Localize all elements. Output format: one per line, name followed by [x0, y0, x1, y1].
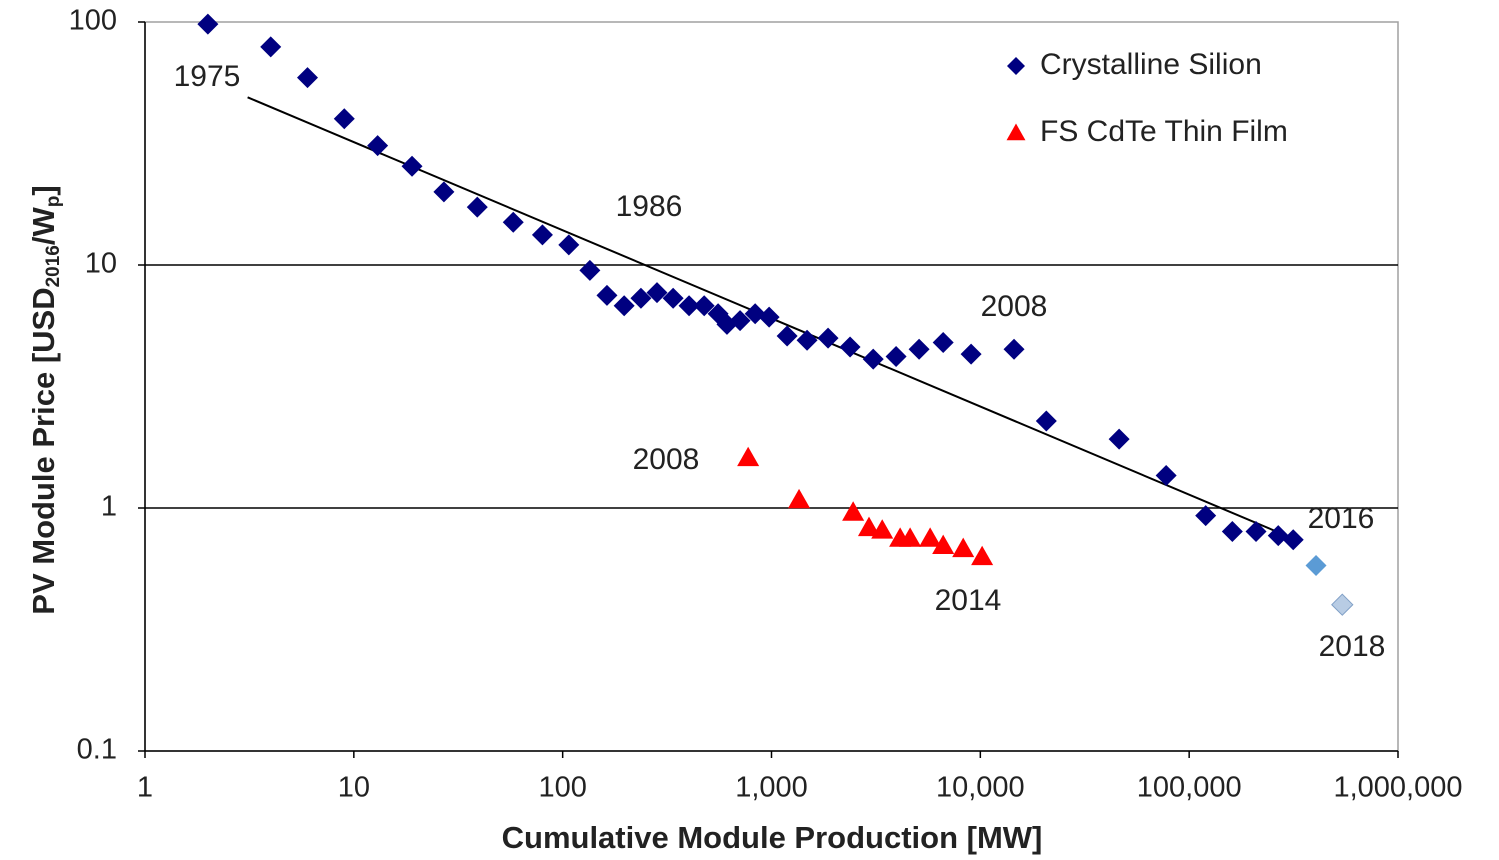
diamond-marker: [333, 108, 355, 130]
diamond-marker: [1108, 428, 1130, 450]
y-axis-title-sub: 2016: [43, 245, 64, 287]
diamond-marker: [1195, 505, 1217, 527]
annotation: 2018: [1319, 630, 1386, 663]
x-tick-label: 100: [538, 772, 586, 804]
annotation: 1975: [174, 60, 241, 93]
diamond-marker: [596, 284, 618, 306]
legend-label: Crystalline Silion: [1040, 48, 1262, 81]
legend-label: FS CdTe Thin Film: [1040, 115, 1288, 148]
diamond-marker: [197, 13, 219, 35]
x-tick-label: 10: [338, 772, 370, 804]
triangle-marker: [871, 519, 894, 539]
diamond-marker: [744, 303, 766, 325]
triangle-marker: [857, 516, 881, 537]
diamond-marker: [502, 211, 524, 233]
diamond-marker: [433, 181, 455, 203]
diamond-marker: [260, 36, 282, 58]
diamond-marker: [1245, 521, 1267, 543]
diamond-marker: [796, 329, 818, 351]
y-tick-label: 10: [85, 248, 117, 280]
diamond-marker: [630, 287, 652, 309]
diamond-marker: [1305, 554, 1327, 576]
annotation: 1986: [616, 190, 683, 223]
diamond-marker: [1007, 57, 1025, 75]
diamond-marker: [531, 224, 553, 246]
triangle-marker: [919, 527, 942, 547]
diamond-marker: [693, 295, 715, 317]
y-axis-title-part: PV Module Price [USD: [26, 287, 61, 614]
diamond-marker: [960, 343, 982, 365]
diamond-marker: [1331, 593, 1354, 616]
diamond-marker: [932, 331, 954, 353]
diamond-marker: [839, 336, 861, 358]
diamond-marker: [1155, 465, 1177, 487]
diamond-marker: [678, 295, 700, 317]
triangle-marker: [1006, 123, 1026, 141]
triangle-marker: [842, 501, 865, 521]
diamond-marker: [1035, 410, 1057, 432]
x-tick-label: 100,000: [1137, 772, 1242, 804]
diamond-marker: [862, 348, 884, 370]
diamond-marker: [758, 306, 780, 328]
y-tick-label: 1: [101, 491, 117, 523]
diamond-marker: [1282, 529, 1304, 551]
triangle-marker: [971, 545, 994, 566]
triangle-marker: [788, 488, 811, 509]
y-axis-title-part: /W: [26, 207, 61, 246]
x-tick-label: 1,000: [735, 772, 808, 804]
diamond-marker: [729, 310, 751, 332]
diamond-marker: [662, 287, 684, 309]
y-axis-title-sub: p: [43, 196, 64, 208]
x-tick-label: 10,000: [936, 772, 1025, 804]
diamond-marker: [817, 327, 839, 349]
y-tick-label: 0.1: [77, 734, 117, 766]
diamond-marker: [297, 67, 319, 89]
annotation: 2008: [633, 443, 700, 476]
diamond-marker: [776, 325, 798, 347]
diamond-marker: [1003, 338, 1025, 360]
diamond-marker: [367, 135, 389, 157]
annotation: 2014: [935, 584, 1002, 617]
diamond-marker: [401, 155, 423, 177]
y-axis-title: PV Module Price [USD2016/Wp]: [26, 185, 64, 614]
diamond-marker: [908, 338, 930, 360]
diamond-marker: [466, 196, 488, 218]
diamond-marker: [579, 259, 601, 281]
y-axis-title-part: ]: [26, 185, 61, 195]
triangle-marker: [932, 534, 955, 555]
diamond-marker: [1221, 521, 1243, 543]
y-tick-label: 100: [69, 5, 117, 37]
triangle-marker: [737, 446, 760, 467]
annotation: 2016: [1308, 502, 1375, 535]
annotation: 2008: [981, 290, 1048, 323]
diamond-marker: [646, 282, 668, 304]
x-tick-label: 1: [137, 772, 153, 804]
diamond-marker: [613, 295, 635, 317]
triangle-marker: [899, 527, 922, 547]
diamond-marker: [885, 346, 907, 368]
diamond-marker: [1267, 525, 1289, 547]
x-axis-title: Cumulative Module Production [MW]: [502, 820, 1043, 855]
triangle-marker: [952, 537, 975, 558]
x-tick-label: 1,000,000: [1333, 772, 1462, 804]
diamond-marker: [558, 234, 580, 256]
